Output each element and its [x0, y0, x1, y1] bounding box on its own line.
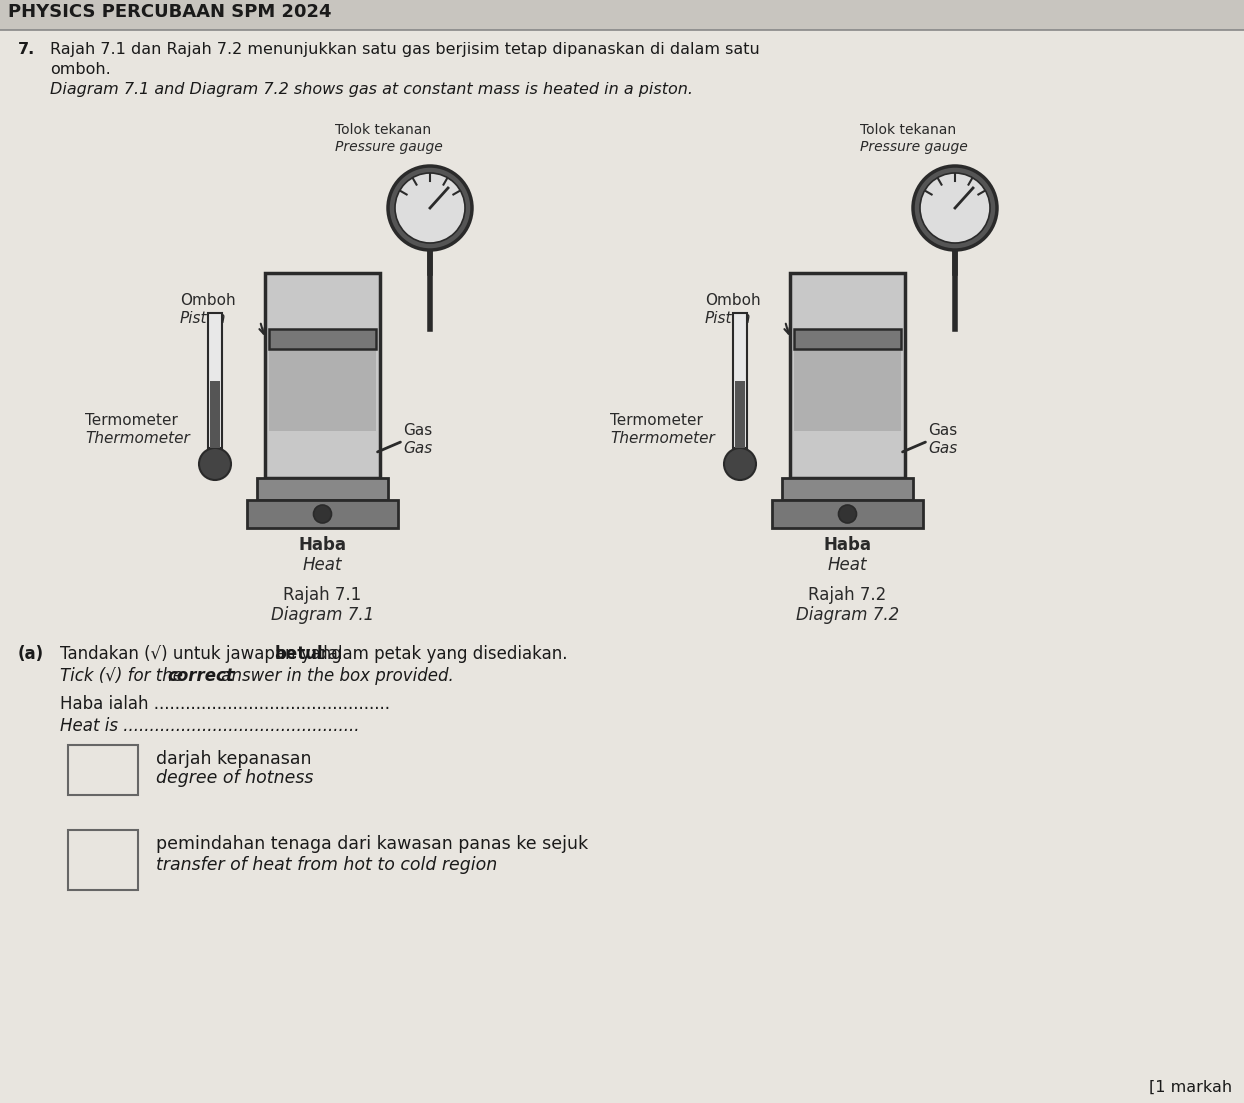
Circle shape: [838, 505, 857, 523]
Text: Tick (√) for the: Tick (√) for the: [60, 667, 188, 685]
Text: correct: correct: [167, 667, 234, 685]
Text: degree of hotness: degree of hotness: [156, 769, 313, 788]
Text: Pressure gauge: Pressure gauge: [335, 140, 443, 154]
Bar: [68, 745, 138, 795]
Text: Haba: Haba: [299, 536, 347, 554]
Bar: [782, 478, 913, 500]
Text: Tolok tekanan: Tolok tekanan: [335, 124, 432, 137]
Circle shape: [388, 165, 471, 250]
Text: Thermometer: Thermometer: [610, 431, 715, 446]
Text: Gas: Gas: [403, 422, 432, 438]
Bar: [68, 829, 138, 890]
Text: Gas: Gas: [928, 441, 957, 456]
Text: Diagram 7.1: Diagram 7.1: [271, 606, 374, 624]
Text: Omboh: Omboh: [180, 293, 235, 308]
Text: Rajah 7.1 dan Rajah 7.2 menunjukkan satu gas berjisim tetap dipanaskan di dalam : Rajah 7.1 dan Rajah 7.2 menunjukkan satu…: [50, 42, 760, 57]
Bar: [790, 274, 904, 478]
Text: Gas: Gas: [928, 422, 957, 438]
Bar: [248, 500, 398, 528]
Bar: [733, 313, 746, 448]
Bar: [269, 329, 376, 349]
Circle shape: [913, 165, 996, 250]
Text: Thermometer: Thermometer: [85, 431, 190, 446]
Text: 7.: 7.: [17, 42, 35, 57]
Text: Tandakan (√) untuk jawapan yang: Tandakan (√) untuk jawapan yang: [60, 645, 347, 663]
Text: pemindahan tenaga dari kawasan panas ke sejuk: pemindahan tenaga dari kawasan panas ke …: [156, 835, 588, 853]
Bar: [265, 274, 379, 478]
Text: Heat: Heat: [302, 556, 342, 574]
Text: Haba: Haba: [824, 536, 872, 554]
Text: dalam petak yang disediakan.: dalam petak yang disediakan.: [312, 645, 567, 663]
Text: omboh.: omboh.: [50, 62, 111, 77]
Bar: [269, 349, 376, 430]
Bar: [208, 313, 221, 448]
Text: Piston: Piston: [180, 311, 226, 326]
Text: Termometer: Termometer: [610, 413, 703, 428]
Text: Haba ialah .............................................: Haba ialah .............................…: [60, 695, 391, 713]
Text: Termometer: Termometer: [85, 413, 178, 428]
Bar: [773, 500, 923, 528]
Bar: [210, 381, 220, 448]
Bar: [794, 329, 901, 349]
Bar: [258, 478, 388, 500]
Text: Rajah 7.2: Rajah 7.2: [809, 586, 887, 604]
Circle shape: [313, 505, 331, 523]
Text: transfer of heat from hot to cold region: transfer of heat from hot to cold region: [156, 856, 498, 874]
Text: Tolok tekanan: Tolok tekanan: [860, 124, 957, 137]
Text: Pressure gauge: Pressure gauge: [860, 140, 968, 154]
Text: Diagram 7.2: Diagram 7.2: [796, 606, 899, 624]
Circle shape: [724, 448, 756, 480]
Bar: [735, 381, 745, 448]
Text: Omboh: Omboh: [705, 293, 760, 308]
Bar: [794, 349, 901, 430]
Text: answer in the box provided.: answer in the box provided.: [216, 667, 454, 685]
Text: Gas: Gas: [403, 441, 432, 456]
Bar: [0, 0, 1244, 30]
Circle shape: [199, 448, 231, 480]
Text: Rajah 7.1: Rajah 7.1: [284, 586, 362, 604]
Text: (a): (a): [17, 645, 44, 663]
Text: PHYSICS PERCUBAAN SPM 2024: PHYSICS PERCUBAAN SPM 2024: [7, 3, 331, 21]
Circle shape: [396, 173, 465, 243]
Text: darjah kepanasan: darjah kepanasan: [156, 750, 311, 768]
Circle shape: [921, 173, 990, 243]
Text: Diagram 7.1 and Diagram 7.2 shows gas at constant mass is heated in a piston.: Diagram 7.1 and Diagram 7.2 shows gas at…: [50, 82, 693, 97]
Text: Heat is .............................................: Heat is ................................…: [60, 717, 360, 735]
Text: Piston: Piston: [705, 311, 751, 326]
Text: [1 markah: [1 markah: [1149, 1080, 1232, 1095]
Text: betul: betul: [275, 645, 323, 663]
Text: Heat: Heat: [827, 556, 867, 574]
